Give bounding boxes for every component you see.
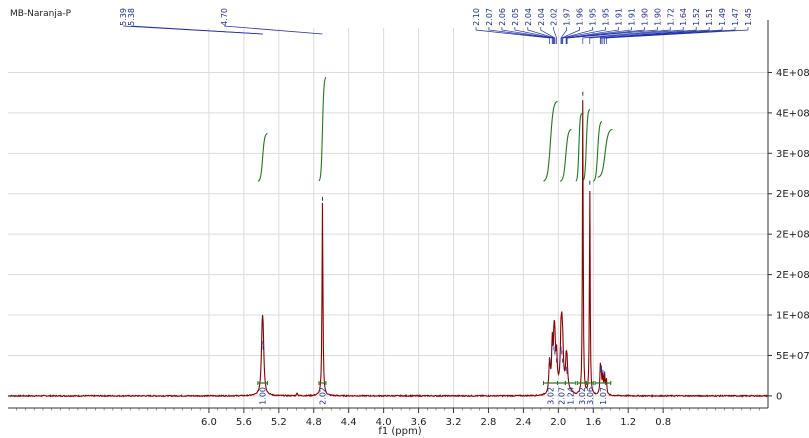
peak-label-leader	[540, 27, 556, 44]
integral-curve	[575, 112, 583, 182]
peak-label: 1.95	[589, 8, 598, 26]
peak-label: 5.38	[127, 8, 136, 26]
integral-layer: 1.00 2.02 3.02 2.07 1.24 3.023.06 1.07	[257, 76, 613, 405]
x-tick-label: 2.4	[515, 417, 531, 428]
peak-label: 2.02	[550, 8, 559, 26]
peak-label-leader	[604, 27, 736, 44]
peak-label: 1.90	[640, 8, 649, 26]
y-tick-label: 2E+08	[776, 270, 809, 281]
y-tick-label: 3E+08	[776, 149, 809, 160]
peak-label-leader	[582, 27, 671, 44]
peak-label-leader	[561, 27, 580, 44]
x-axis-label: f1 (ppm)	[378, 426, 421, 437]
integral-value: 3.02	[546, 387, 555, 405]
y-tick-label: 4E+08	[776, 108, 809, 119]
y-tick-label: 1E+08	[776, 311, 809, 322]
peak-label-leader	[565, 27, 632, 44]
spectrum-layer	[7, 100, 769, 398]
integral-curve	[257, 132, 268, 182]
peak-label-leader	[589, 27, 684, 44]
peak-label-leader	[130, 25, 264, 35]
peak-label: 1.52	[692, 8, 701, 26]
integral-curve	[559, 128, 572, 182]
integral-curve	[543, 100, 558, 182]
peak-label-layer: 5.39 5.38 4.70 2.10 2.07 2.06 2.05 2.04 2.04 2.02…	[119, 8, 753, 376]
integral-curve	[318, 76, 327, 182]
integral-curve	[582, 108, 591, 182]
x-tick-label: 5.2	[271, 417, 287, 428]
peak-label: 1.95	[602, 8, 611, 26]
axis-layer: 6.0 5.6 5.2 4.8 4.4 4.0 3.6 3.2 2.8 2.4 2.0 1.6 1.2 0…	[8, 20, 809, 428]
peak-label-leader	[501, 27, 554, 44]
x-tick-label: 1.2	[620, 417, 636, 428]
peak-label: 2.07	[485, 8, 494, 26]
x-tick-label: 2.8	[481, 417, 497, 428]
x-tick-label: 3.2	[446, 417, 462, 428]
integral-value: 2.07	[557, 387, 566, 405]
x-tick-label: 3.6	[411, 417, 427, 428]
peak-label-leader	[560, 27, 568, 44]
integral-curve	[593, 120, 603, 182]
peak-label-leader	[600, 27, 710, 44]
x-tick-label: 4.0	[376, 417, 392, 428]
peak-label-leader	[475, 27, 550, 44]
peak-label: 5.39	[119, 8, 128, 26]
peak-label-leader	[553, 27, 557, 44]
peak-label-leader	[599, 27, 697, 44]
peak-label: 1.47	[731, 8, 740, 26]
integral-value: 3.06	[586, 387, 595, 405]
y-tick-label: 0	[776, 391, 782, 402]
peak-label: 2.05	[511, 8, 520, 26]
x-tick-label: 4.4	[341, 417, 357, 428]
peak-label: 1.96	[576, 8, 585, 26]
x-tick-label: 0.8	[655, 417, 671, 428]
integral-value: 1.00	[259, 387, 268, 405]
peak-label: 1.90	[653, 8, 662, 26]
y-tick-label: 2E+08	[776, 230, 809, 241]
peak-label: 1.49	[718, 8, 727, 26]
peak-label: 1.45	[744, 8, 753, 26]
integral-value: 2.02	[318, 387, 327, 405]
spectrum-line	[7, 100, 769, 398]
peak-label-leader	[602, 27, 723, 44]
peak-label-leader	[562, 27, 606, 44]
x-tick-label: 6.0	[201, 417, 217, 428]
chart-title: MB-Naranja-P	[10, 9, 72, 19]
peak-label: 2.04	[537, 8, 546, 26]
peak-label: 1.64	[679, 8, 688, 26]
x-tick-label: 2.0	[550, 417, 566, 428]
peak-label-leader	[606, 27, 749, 44]
peak-label: 2.04	[524, 8, 533, 26]
peak-label-leader	[223, 25, 323, 35]
peak-label: 2.06	[498, 8, 507, 26]
peak-label: 2.10	[472, 8, 481, 26]
x-tick-label: 1.6	[585, 417, 601, 428]
peak-label-leader	[514, 27, 555, 44]
y-tick-label: 5E+07	[776, 351, 809, 362]
integral-value: 1.07	[599, 387, 608, 405]
peak-label-leader	[488, 27, 553, 44]
peak-label: 1.72	[666, 8, 675, 26]
y-tick-label: 2E+08	[776, 189, 809, 200]
y-tick-label: 4E+08	[776, 68, 809, 79]
integral-curve	[597, 128, 613, 178]
peak-label-leader	[566, 27, 658, 44]
x-tick-label: 5.6	[236, 417, 252, 428]
integral-value: 1.24	[567, 387, 576, 405]
peak-label: 1.91	[627, 8, 636, 26]
peak-label: 4.70	[220, 8, 229, 26]
peak-label: 1.91	[614, 8, 623, 26]
x-tick-label: 4.8	[306, 417, 322, 428]
integral-value: 3.02	[578, 387, 587, 405]
peak-label: 1.97	[563, 8, 572, 26]
peak-label: 1.51	[705, 8, 714, 26]
